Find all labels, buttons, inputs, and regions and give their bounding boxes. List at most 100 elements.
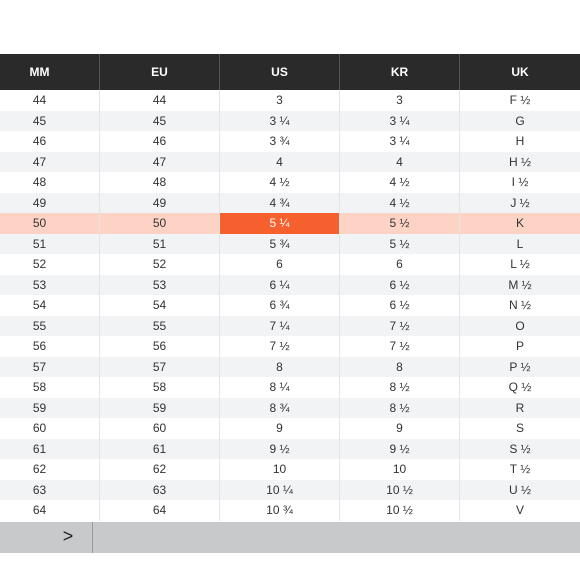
table-cell: 3 ¼ — [340, 131, 460, 152]
nav-bar: > — [0, 522, 580, 553]
table-cell: 44 — [0, 90, 100, 111]
table-cell: 46 — [0, 131, 100, 152]
table-cell: S — [515, 421, 524, 435]
header-cell: US — [220, 54, 340, 90]
table-cell: 45 — [0, 110, 100, 131]
table-cell: 8 ¾ — [220, 397, 340, 418]
table-cell: 8 ¼ — [220, 377, 340, 398]
table-row: 47 47 4 4 H ½ — [0, 151, 580, 172]
table-cell: 63 — [0, 479, 100, 500]
next-button[interactable]: > — [0, 522, 93, 553]
table-cell: 64 — [0, 500, 100, 521]
table-cell: P ½ — [509, 359, 531, 374]
table-cell: 9 ½ — [220, 438, 340, 459]
table-cell: I ½ — [511, 175, 529, 189]
table-cell: 50 — [100, 213, 220, 234]
table-row: 57 57 8 8 P ½ — [0, 356, 580, 377]
table-cell: 10 — [220, 459, 340, 480]
table-cell: 10 ¾ — [220, 500, 340, 521]
table-cell: 9 — [340, 418, 460, 439]
table-cell: 49 — [100, 192, 220, 213]
table-cell: 52 — [100, 254, 220, 275]
table-cell: T ½ — [509, 462, 531, 476]
table-cell: K — [515, 216, 524, 230]
table-cell: 4 — [220, 151, 340, 172]
header-cell: MM — [0, 54, 100, 90]
table-cell: 7 ¼ — [220, 315, 340, 336]
table-cell: 59 — [0, 397, 100, 418]
header-cell: KR — [340, 54, 460, 90]
table-cell: 56 — [0, 336, 100, 357]
table-row: 62 62 10 10 T ½ — [0, 459, 580, 480]
table-cell: 54 — [100, 295, 220, 316]
table-cell: 9 ½ — [340, 438, 460, 459]
table-cell: 7 ½ — [220, 336, 340, 357]
table-cell: 53 — [100, 274, 220, 295]
table-cell: R — [515, 400, 525, 415]
table-cell: 3 — [220, 90, 340, 111]
table-cell: O — [515, 318, 525, 333]
header-cell: EU — [100, 54, 220, 90]
table-cell: 10 ½ — [340, 479, 460, 500]
table-cell: 9 — [220, 418, 340, 439]
table-cell: 4 ¾ — [220, 192, 340, 213]
table-cell: 51 — [0, 233, 100, 254]
table-cell: 50 — [0, 213, 100, 234]
table-cell: 54 — [0, 295, 100, 316]
table-cell: Q ½ — [508, 380, 532, 394]
table-cell: M ½ — [508, 277, 532, 292]
table-cell: 4 ½ — [220, 172, 340, 193]
table-row: 60 60 9 9 S — [0, 418, 580, 439]
table-cell: 44 — [100, 90, 220, 111]
table-cell: 48 — [0, 172, 100, 193]
table-cell: 6 ¼ — [220, 274, 340, 295]
table-cell: P — [515, 339, 524, 353]
table-cell: 53 — [0, 274, 100, 295]
table-cell: 62 — [0, 459, 100, 480]
table-cell: 7 ½ — [340, 315, 460, 336]
table-cell: N ½ — [508, 298, 531, 312]
table-cell: 6 ½ — [340, 274, 460, 295]
table-cell: 61 — [100, 438, 220, 459]
table-cell: V — [515, 503, 524, 517]
table-cell: U ½ — [508, 482, 531, 497]
table-cell: 57 — [0, 356, 100, 377]
table-cell: 8 ½ — [340, 377, 460, 398]
table-cell: 8 — [340, 356, 460, 377]
table-cell: 49 — [0, 192, 100, 213]
table-cell: 3 ¾ — [220, 131, 340, 152]
table-cell: 5 ½ — [340, 213, 460, 234]
table-cell: 5 ¼ — [220, 213, 340, 234]
table-cell: H — [515, 134, 525, 148]
table-cell: 6 ¾ — [220, 295, 340, 316]
table-cell: S ½ — [509, 441, 531, 456]
header-row: MM EU US KR UK — [0, 54, 580, 90]
table-cell: 5 ½ — [340, 233, 460, 254]
table-cell: 10 ½ — [340, 500, 460, 521]
table-cell: 60 — [0, 418, 100, 439]
table-cell: 58 — [100, 377, 220, 398]
table-cell: 6 — [340, 254, 460, 275]
table-cell: 4 ½ — [340, 172, 460, 193]
table-cell: 6 — [220, 254, 340, 275]
table-cell: 10 ¼ — [220, 479, 340, 500]
table-cell: 7 ½ — [340, 336, 460, 357]
table-cell: 63 — [100, 479, 220, 500]
table-cell: 59 — [100, 397, 220, 418]
table-cell: 47 — [100, 151, 220, 172]
table-cell: 56 — [100, 336, 220, 357]
table-cell: L — [516, 236, 524, 251]
table-cell: 45 — [100, 110, 220, 131]
table-cell: 55 — [0, 315, 100, 336]
